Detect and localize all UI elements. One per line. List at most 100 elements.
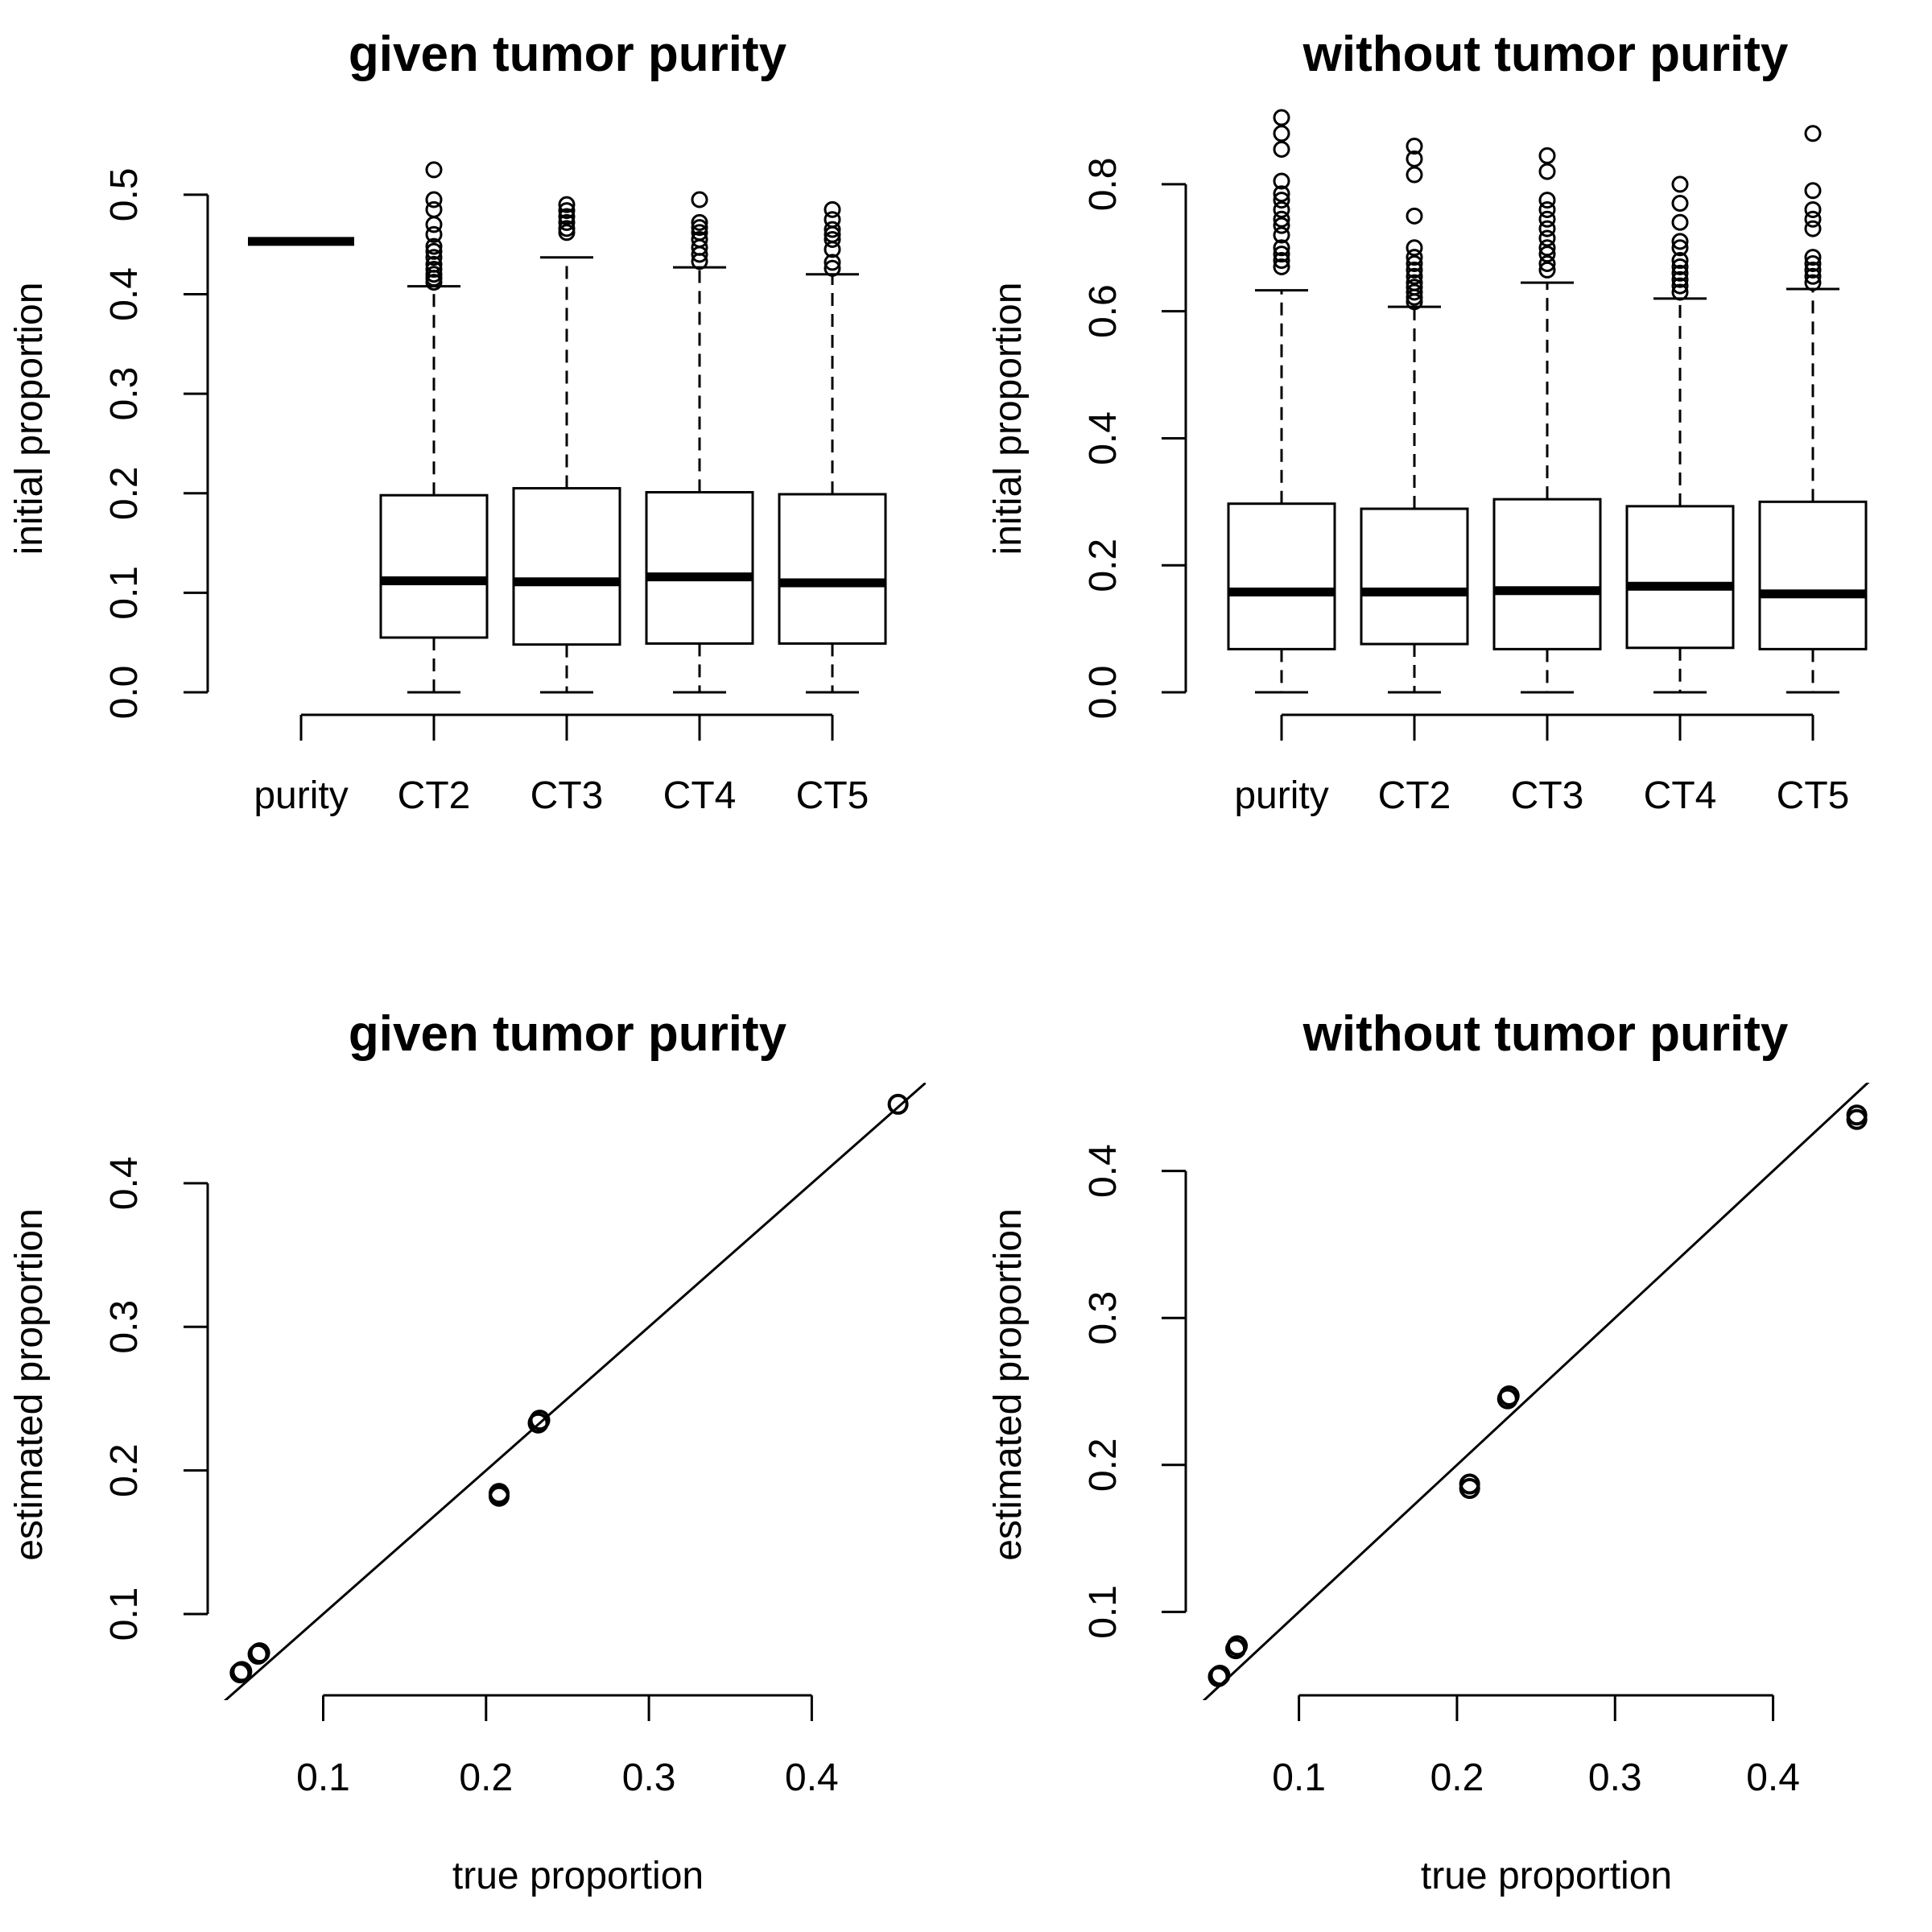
chart-title: without tumor purity [1302, 27, 1789, 82]
y-tick-label: 0.2 [1082, 539, 1125, 592]
outlier-point [1538, 163, 1556, 180]
data-point [1459, 1473, 1480, 1495]
outlier-point [425, 200, 443, 218]
chart-title: given tumor purity [349, 27, 787, 82]
outlier-point [1538, 246, 1556, 263]
outlier-point [1273, 185, 1290, 203]
y-tick-label: 0.6 [1082, 284, 1125, 338]
x-tick-label: 0.3 [1588, 1757, 1642, 1799]
outlier-point [558, 208, 576, 225]
outlier-point [824, 259, 841, 277]
x-tick-label: CT2 [1378, 774, 1451, 817]
outlier-point [1804, 267, 1822, 285]
x-tick-label: 0.2 [459, 1757, 513, 1799]
chart-panel-3: given tumor purity 0.1 0.2 0.3 0.4 estimated … [8, 1006, 926, 1897]
y-axis-label: estimated proportion [987, 1208, 1030, 1561]
outlier-point [1671, 239, 1689, 257]
outlier-point [1406, 166, 1423, 184]
x-tick-label: 0.1 [296, 1757, 350, 1799]
data-point [887, 1093, 909, 1115]
outlier-point [1406, 150, 1423, 167]
outlier-point [1273, 246, 1290, 263]
outlier-point [1538, 220, 1556, 237]
chart-panel-1: given tumor purity 0.0 0.1 0.2 0.3 0.4 0.5 init… [8, 27, 887, 817]
x-axis-label: true proportion [452, 1855, 704, 1897]
y-axis-label: initial proportion [987, 283, 1030, 555]
outlier-point [691, 224, 708, 242]
box-iqr [1360, 507, 1469, 646]
y-tick-label: 0.4 [1082, 411, 1125, 465]
outlier-point [425, 266, 443, 283]
y-tick-label: 0.1 [103, 566, 146, 620]
outlier-point [1406, 239, 1423, 257]
data-point [231, 1661, 253, 1682]
box-CT3 [512, 196, 621, 694]
y-tick-label: 0.8 [1082, 158, 1125, 212]
chart-panel-4: without tumor purity 0.1 0.2 0.3 0.4 estimate… [987, 1006, 1870, 1897]
outlier-point [1273, 172, 1290, 190]
x-tick-label: CT3 [1511, 774, 1584, 817]
outlier-point [1406, 274, 1423, 291]
outlier-point [425, 161, 443, 179]
y-tick-label: 0.2 [103, 1443, 146, 1497]
outlier-point [1538, 261, 1556, 279]
outlier-point [1406, 138, 1423, 155]
box-CT2 [1360, 138, 1469, 694]
box-iqr [1625, 505, 1735, 650]
outlier-point [1671, 233, 1689, 250]
box-CT4 [1625, 175, 1735, 694]
y-tick-label: 0.1 [1082, 1585, 1125, 1639]
outlier-point [1406, 249, 1423, 266]
data-point [249, 1642, 270, 1664]
x-tick-label: 0.3 [622, 1757, 676, 1799]
data-point [529, 1410, 551, 1431]
x-tick-label: 0.4 [1746, 1757, 1800, 1799]
box-CT5 [1758, 125, 1868, 694]
outlier-point [1671, 252, 1689, 270]
outlier-point [1804, 210, 1822, 228]
outlier-point [1406, 283, 1423, 301]
y-tick-label: 0.1 [103, 1587, 146, 1641]
outlier-point [1273, 109, 1290, 126]
outlier-point [1273, 239, 1290, 257]
x-tick-label: CT3 [530, 774, 604, 817]
y-tick-label: 0.0 [1082, 666, 1125, 720]
x-tick-label: CT5 [1777, 774, 1850, 817]
box-iqr [778, 493, 887, 645]
outlier-point [1538, 210, 1556, 228]
outlier-point [1273, 141, 1290, 158]
box-CT4 [645, 191, 754, 694]
chart-title: without tumor purity [1302, 1006, 1789, 1062]
outlier-point [1273, 226, 1290, 244]
y-tick-label: 0.2 [103, 466, 146, 520]
outlier-point [824, 221, 841, 238]
data-point [1227, 1635, 1249, 1657]
outlier-point [1671, 195, 1689, 213]
outlier-point [1538, 229, 1556, 247]
y-tick-label: 0.5 [103, 167, 146, 221]
outlier-point [1273, 200, 1290, 218]
chart-panel-2: without tumor purity 0.0 0.2 0.4 0.6 0.8 initi… [987, 27, 1868, 817]
outlier-point [1538, 239, 1556, 257]
y-tick-label: 0.3 [1082, 1291, 1125, 1345]
outlier-point [1804, 274, 1822, 291]
outlier-point [1671, 270, 1689, 288]
y-axis-label: initial proportion [8, 283, 51, 555]
outlier-point [1538, 147, 1556, 164]
box-iqr [1492, 497, 1602, 650]
outlier-point [1671, 283, 1689, 301]
outlier-point [558, 202, 576, 220]
reference-line [1202, 1083, 1870, 1700]
box-CT5 [778, 200, 887, 694]
x-tick-label: 0.1 [1272, 1757, 1326, 1799]
outlier-point [1406, 261, 1423, 279]
y-tick-label: 0.4 [1082, 1144, 1125, 1198]
outlier-point [1671, 277, 1689, 295]
x-tick-label: purity [254, 774, 348, 817]
box-iqr [645, 490, 754, 645]
outlier-point [1273, 125, 1290, 142]
outlier-point [1671, 213, 1689, 231]
outlier-point [824, 200, 841, 218]
data-point [1209, 1664, 1231, 1686]
